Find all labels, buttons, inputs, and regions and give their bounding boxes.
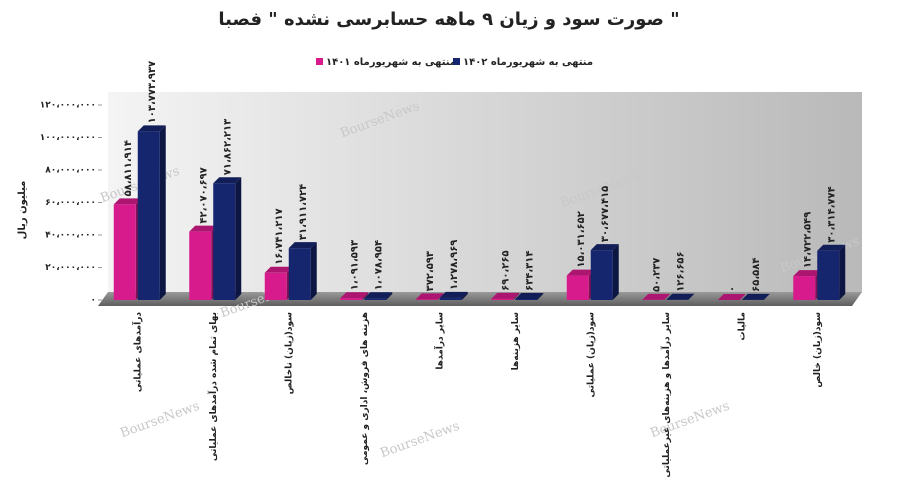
bar	[189, 231, 212, 300]
chart-title: صورت سود و زیان ۹ ماهه حسابرسی نشده " فص…	[218, 9, 679, 30]
watermark: BourseNews	[118, 399, 201, 442]
bar-top	[439, 291, 468, 298]
x-tick-label: درآمدهای عملیاتی	[131, 312, 143, 392]
bar-top	[566, 269, 595, 276]
value-label: ۱،۰۷۸،۹۵۴	[373, 240, 384, 290]
legend-swatch	[453, 58, 460, 65]
bar	[213, 183, 236, 300]
bar	[491, 298, 514, 300]
bar	[113, 204, 136, 300]
x-tick-label: سود(زیان) عملیاتی	[586, 312, 596, 398]
bar-top	[590, 244, 619, 251]
value-label: ۱۴،۷۲۲،۵۴۹	[802, 212, 813, 268]
bar-side	[437, 293, 444, 300]
bar-side	[386, 292, 393, 300]
bar-top	[515, 292, 544, 299]
y-tick-label: ۰	[91, 296, 97, 306]
value-label: ۱۰۳،۷۷۳،۹۳۷	[147, 61, 158, 124]
value-label: ۱۵،۰۳۱،۶۵۲	[576, 211, 587, 267]
bar	[439, 297, 462, 300]
bar-side	[839, 244, 846, 300]
bar-top	[189, 225, 218, 232]
x-tick-label: سود(زیان) ناخالص	[284, 312, 294, 395]
value-label: ۱۲۶،۶۵۶	[675, 251, 686, 291]
x-tick-label: بهای تمام شده درآمدهای عملیاتی	[207, 312, 219, 461]
bar-side	[763, 293, 770, 300]
y-tick-label: ۶۰،۰۰۰،۰۰۰	[45, 198, 96, 208]
y-tick-label: ۸۰،۰۰۰،۰۰۰	[45, 166, 96, 176]
x-tick-label: سایر درآمدها و هزینه‌های غیرعملیاتی	[660, 312, 672, 478]
legend-label: منتهی به شهریورماه ۱۴۰۲	[463, 57, 593, 68]
x-tick-label: سایر درآمدها	[433, 312, 445, 370]
bar-top	[793, 270, 822, 277]
value-label: ۱،۲۷۸،۹۶۹	[449, 240, 460, 290]
bar	[590, 250, 613, 300]
bar-side	[159, 125, 166, 300]
value-label: ۳۰،۳۱۴،۷۷۴	[826, 186, 837, 242]
bar-side	[310, 242, 317, 300]
value-label: ۱۶،۷۴۱،۲۱۷	[274, 208, 285, 264]
value-label: ۶۹۰،۲۶۵	[500, 250, 511, 290]
y-axis-label: میلیون ریال	[17, 181, 28, 240]
bar-side	[461, 291, 468, 300]
y-tick-label: ۴۰،۰۰۰،۰۰۰	[45, 231, 96, 241]
bar-top	[817, 244, 846, 251]
bar	[364, 298, 387, 300]
value-label: ۷۱،۸۶۲،۲۱۳	[222, 119, 233, 175]
value-label: ۱،۰۹۱،۵۹۳	[349, 240, 360, 290]
bar	[817, 250, 840, 300]
legend-swatch	[316, 58, 323, 65]
bar	[566, 275, 589, 300]
value-label: ۵۰،۲۳۷	[651, 258, 662, 292]
bar-top	[113, 198, 142, 205]
value-label: ۳۰،۶۷۷،۴۱۵	[600, 186, 611, 242]
bar	[515, 298, 538, 300]
bar	[340, 298, 363, 300]
bar-top	[340, 292, 369, 299]
bar-top	[717, 294, 746, 300]
bar-top	[137, 125, 166, 132]
bar	[137, 131, 160, 300]
x-tick-label: سایر هزینه‌ها	[511, 312, 521, 370]
value-label: ۶۵،۵۸۴	[751, 258, 762, 292]
y-tick-label: ۲۰،۰۰۰،۰۰۰	[45, 263, 96, 273]
bar-side	[612, 244, 619, 300]
plot-wall	[108, 92, 862, 292]
x-tick-label: سود(زیان) خالص	[813, 312, 823, 388]
bar-side	[235, 177, 242, 300]
value-label: ۳۱،۹۱۱،۷۲۴	[298, 184, 309, 240]
value-label: ۳۷۲،۵۹۳	[425, 251, 436, 291]
y-tick-label: ۱۲۰،۰۰۰،۰۰۰	[40, 101, 96, 111]
watermark: BourseNews	[378, 419, 461, 462]
bar-top	[364, 292, 393, 299]
x-tick-label: هزینه های فروش، اداری و عمومی	[360, 312, 370, 465]
bar-top	[264, 266, 293, 273]
bar-top	[288, 242, 317, 249]
bar	[793, 276, 816, 300]
bar-top	[213, 177, 242, 184]
bar-top	[666, 293, 695, 300]
value-label: ۶۳۴،۳۱۴	[524, 251, 535, 291]
value-label: ۵۸،۸۱۱،۹۱۴	[123, 140, 134, 196]
bar-side	[688, 293, 695, 300]
bar-top	[415, 293, 444, 300]
bar-side	[537, 292, 544, 300]
bar-side	[362, 292, 369, 300]
bar-top	[491, 292, 520, 299]
bar-top	[642, 293, 671, 300]
y-tick-label: ۱۰۰،۰۰۰،۰۰۰	[40, 133, 96, 143]
bar-side	[664, 293, 671, 300]
value-label: ۰	[727, 286, 738, 292]
bar	[415, 299, 438, 300]
bar-side	[513, 292, 520, 300]
x-tick-label: مالیات	[737, 312, 747, 340]
bar-top	[741, 293, 770, 300]
legend-label: منتهی به شهریورماه ۱۴۰۱	[326, 57, 456, 68]
value-label: ۴۲،۰۷۰،۶۹۷	[198, 167, 209, 223]
bar	[288, 248, 311, 300]
bar	[264, 272, 287, 300]
